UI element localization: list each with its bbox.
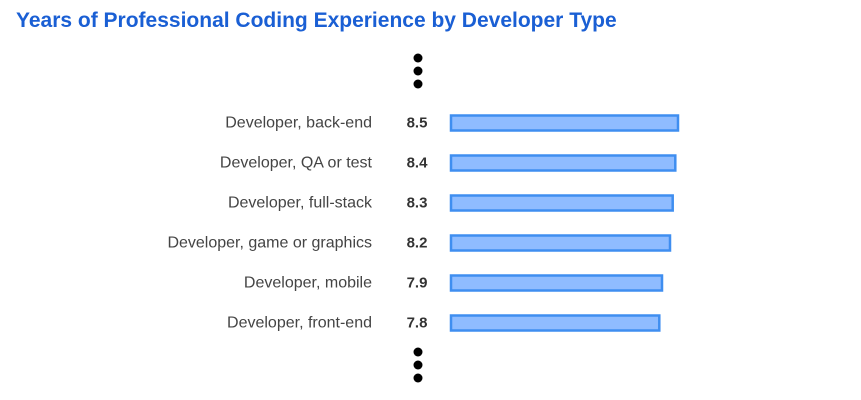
bar	[449, 154, 677, 172]
bar	[449, 234, 672, 252]
value-label: 8.3	[407, 195, 428, 212]
bar	[449, 114, 680, 132]
bar	[449, 194, 674, 212]
value-label: 8.2	[407, 235, 428, 252]
bar-rows: Developer, back-end 8.5 Developer, QA or t…	[167, 114, 680, 332]
ellipsis-dot	[413, 373, 423, 383]
top-ellipsis-dots	[413, 53, 423, 89]
value-label: 8.4	[407, 155, 429, 172]
value-label: 7.8	[407, 315, 428, 332]
category-label: Developer, full-stack	[228, 195, 373, 212]
category-label: Developer, back-end	[225, 115, 372, 132]
ellipsis-dot	[413, 360, 423, 370]
bar	[449, 314, 661, 332]
bottom-ellipsis-dots	[413, 347, 423, 383]
ellipsis-dot	[413, 79, 423, 89]
category-label: Developer, game or graphics	[167, 235, 372, 252]
value-label: 7.9	[407, 275, 428, 292]
ellipsis-dot	[413, 347, 423, 357]
category-label: Developer, front-end	[227, 315, 372, 332]
chart-title: Years of Professional Coding Experience …	[16, 9, 617, 32]
value-label: 8.5	[407, 115, 428, 132]
ellipsis-dot	[413, 53, 423, 63]
bar	[449, 274, 664, 292]
ellipsis-dot	[413, 66, 423, 76]
category-label: Developer, mobile	[244, 275, 372, 292]
category-label: Developer, QA or test	[220, 155, 373, 172]
